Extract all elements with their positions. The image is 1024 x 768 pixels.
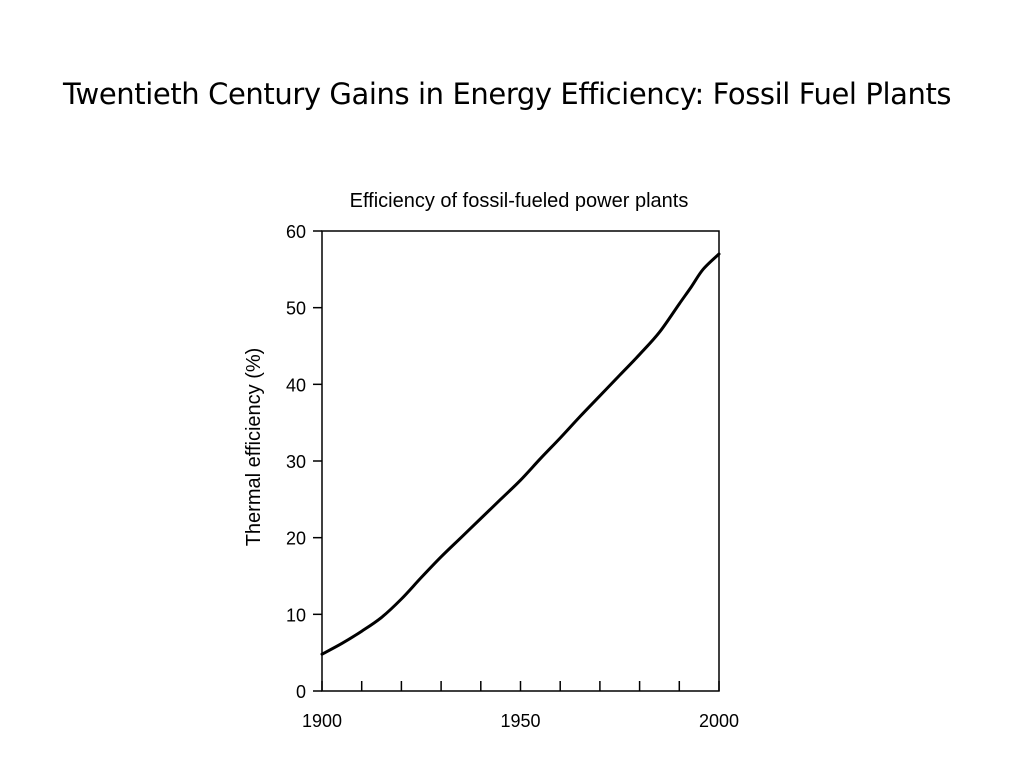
x-tick-label: 1950 [500,711,540,731]
plot-frame [321,230,720,692]
y-tick-label: 60 [286,222,306,242]
y-tick-label: 40 [286,375,306,395]
y-tick-label: 0 [296,682,306,702]
chart-title: Efficiency of fossil-fueled power plants [350,190,689,212]
y-axis-label: Thermal efficiency (%) [243,348,265,547]
x-tick-label: 1900 [302,711,342,731]
x-tick-label: 2000 [699,711,739,731]
y-tick-label: 20 [286,529,306,549]
y-tick-label: 30 [286,452,306,472]
y-tick-label: 50 [286,299,306,319]
efficiency-series-line [320,252,721,656]
slide-title: Twentieth Century Gains in Energy Effici… [63,77,952,111]
y-tick-label: 10 [286,605,306,625]
